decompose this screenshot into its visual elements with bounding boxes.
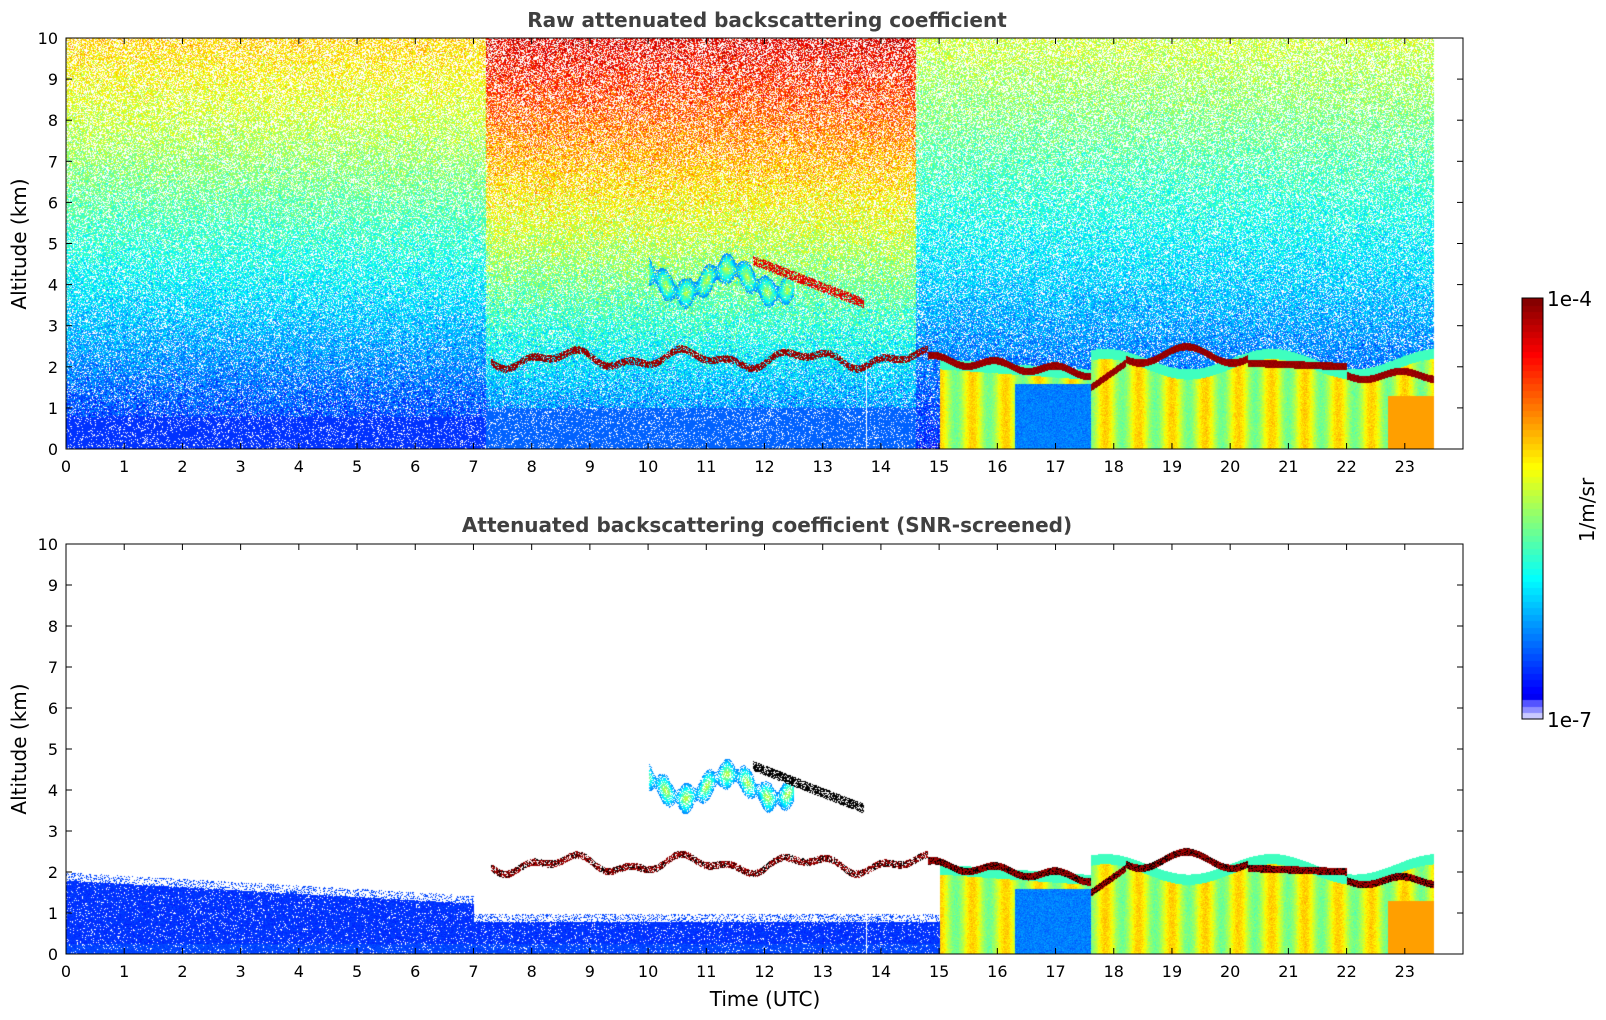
x-tick-label: 7 bbox=[468, 962, 478, 981]
x-tick-label: 12 bbox=[754, 962, 774, 981]
y-tick-label: 1 bbox=[48, 904, 58, 923]
colorbar-min-label: 1e-7 bbox=[1547, 708, 1592, 732]
x-tick-label: 10 bbox=[638, 962, 658, 981]
colorbar-max-label: 1e-4 bbox=[1547, 287, 1592, 311]
y-tick-label: 3 bbox=[48, 317, 58, 336]
x-tick-label: 11 bbox=[696, 457, 716, 476]
x-tick-label: 4 bbox=[294, 457, 304, 476]
y-tick-label: 8 bbox=[48, 111, 58, 130]
x-tick-label: 5 bbox=[352, 962, 362, 981]
x-tick-label: 22 bbox=[1336, 457, 1356, 476]
y-tick-label: 8 bbox=[48, 617, 58, 636]
x-tick-label: 15 bbox=[929, 962, 949, 981]
y-tick-label: 2 bbox=[48, 358, 58, 377]
x-tick-label: 13 bbox=[813, 457, 833, 476]
raw-backscatter-heatmap bbox=[66, 38, 1463, 449]
y-tick-label: 6 bbox=[48, 699, 58, 718]
x-tick-label: 1 bbox=[119, 962, 129, 981]
y-tick-label: 2 bbox=[48, 863, 58, 882]
x-tick-label: 14 bbox=[871, 962, 891, 981]
x-tick-label: 7 bbox=[468, 457, 478, 476]
colorbar-gradient bbox=[1522, 298, 1543, 719]
colorbar: 1e-4 1e-7 1/m/sr bbox=[1521, 287, 1599, 732]
x-tick-label: 3 bbox=[236, 457, 246, 476]
raw-panel-ylabel: Altitude (km) bbox=[7, 178, 31, 309]
x-tick-label: 22 bbox=[1336, 962, 1356, 981]
y-tick-label: 5 bbox=[48, 235, 58, 254]
x-tick-label: 4 bbox=[294, 962, 304, 981]
y-tick-label: 6 bbox=[48, 193, 58, 212]
x-tick-label: 11 bbox=[696, 962, 716, 981]
y-tick-label: 3 bbox=[48, 822, 58, 841]
x-tick-label: 6 bbox=[410, 962, 420, 981]
x-tick-label: 10 bbox=[638, 457, 658, 476]
x-tick-label: 5 bbox=[352, 457, 362, 476]
x-tick-label: 12 bbox=[754, 457, 774, 476]
x-tick-label: 14 bbox=[871, 457, 891, 476]
x-tick-label: 20 bbox=[1220, 962, 1240, 981]
x-tick-label: 2 bbox=[177, 457, 187, 476]
x-tick-label: 13 bbox=[813, 962, 833, 981]
x-tick-label: 17 bbox=[1045, 962, 1065, 981]
y-tick-label: 10 bbox=[38, 535, 58, 554]
screened-backscatter-panel: Attenuated backscattering coefficient (S… bbox=[7, 513, 1464, 1011]
x-tick-label: 21 bbox=[1278, 457, 1298, 476]
y-tick-label: 1 bbox=[48, 399, 58, 418]
x-tick-label: 20 bbox=[1220, 457, 1240, 476]
x-tick-label: 1 bbox=[119, 457, 129, 476]
y-tick-label: 7 bbox=[48, 658, 58, 677]
x-tick-label: 16 bbox=[987, 457, 1007, 476]
x-tick-label: 15 bbox=[929, 457, 949, 476]
raw-panel-title: Raw attenuated backscattering coefficien… bbox=[527, 8, 1007, 32]
y-tick-label: 4 bbox=[48, 781, 58, 800]
colorbar-unit-label: 1/m/sr bbox=[1575, 477, 1599, 542]
y-tick-label: 4 bbox=[48, 276, 58, 295]
x-tick-label: 21 bbox=[1278, 962, 1298, 981]
screened-backscatter-heatmap bbox=[66, 544, 1463, 954]
x-tick-label: 18 bbox=[1104, 457, 1124, 476]
raw-panel-frame bbox=[65, 37, 1464, 450]
x-tick-label: 0 bbox=[61, 457, 71, 476]
raw-panel-ticks: 0 1 2 3 4 5 6 7 8 9 10 11 12 13 14 15 16 17 18 19 20 21 22 2301… bbox=[38, 29, 1463, 476]
y-tick-label: 7 bbox=[48, 152, 58, 171]
x-tick-label: 17 bbox=[1045, 457, 1065, 476]
colorbar-frame bbox=[1521, 297, 1544, 720]
x-tick-label: 9 bbox=[585, 962, 595, 981]
x-tick-label: 18 bbox=[1104, 962, 1124, 981]
x-tick-label: 8 bbox=[527, 962, 537, 981]
screened-panel-frame bbox=[65, 543, 1464, 955]
x-tick-label: 23 bbox=[1395, 962, 1415, 981]
raw-backscatter-panel: Raw attenuated backscattering coefficien… bbox=[7, 8, 1464, 476]
y-tick-label: 0 bbox=[48, 440, 58, 459]
y-tick-label: 5 bbox=[48, 740, 58, 759]
y-tick-label: 0 bbox=[48, 945, 58, 964]
screened-panel-ylabel: Altitude (km) bbox=[7, 683, 31, 814]
x-tick-label: 2 bbox=[177, 962, 187, 981]
x-tick-label: 19 bbox=[1162, 962, 1182, 981]
x-tick-label: 23 bbox=[1395, 457, 1415, 476]
x-tick-label: 0 bbox=[61, 962, 71, 981]
x-tick-label: 9 bbox=[585, 457, 595, 476]
y-tick-label: 9 bbox=[48, 576, 58, 595]
x-tick-label: 6 bbox=[410, 457, 420, 476]
x-tick-label: 16 bbox=[987, 962, 1007, 981]
x-tick-label: 8 bbox=[527, 457, 537, 476]
screened-panel-xlabel: Time (UTC) bbox=[709, 987, 821, 1011]
x-tick-label: 3 bbox=[236, 962, 246, 981]
y-tick-label: 9 bbox=[48, 70, 58, 89]
x-tick-label: 19 bbox=[1162, 457, 1182, 476]
screened-panel-title: Attenuated backscattering coefficient (S… bbox=[462, 513, 1072, 537]
y-tick-label: 10 bbox=[38, 29, 58, 48]
